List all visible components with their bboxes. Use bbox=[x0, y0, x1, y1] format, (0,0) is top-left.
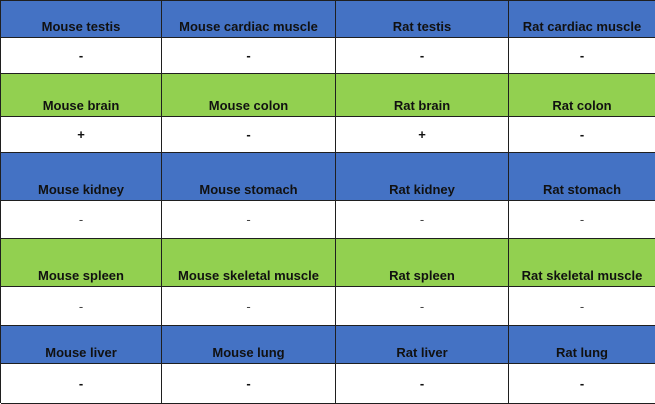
header-cell: Mouse spleen bbox=[1, 239, 162, 287]
value-cell: - bbox=[509, 287, 655, 326]
header-cell: Mouse brain bbox=[1, 74, 162, 117]
value-cell: - bbox=[162, 201, 336, 239]
value-cell: - bbox=[1, 38, 162, 74]
value-cell: - bbox=[509, 38, 655, 74]
header-cell: Rat spleen bbox=[336, 239, 509, 287]
header-cell: Rat testis bbox=[336, 1, 509, 38]
value-cell: + bbox=[1, 117, 162, 153]
value-cell: - bbox=[162, 117, 336, 153]
header-cell: Mouse colon bbox=[162, 74, 336, 117]
header-cell: Rat kidney bbox=[336, 153, 509, 201]
header-cell: Mouse kidney bbox=[1, 153, 162, 201]
header-cell: Rat cardiac muscle bbox=[509, 1, 655, 38]
header-cell: Mouse skeletal muscle bbox=[162, 239, 336, 287]
header-cell: Rat skeletal muscle bbox=[509, 239, 655, 287]
value-cell: - bbox=[509, 364, 655, 404]
header-cell: Mouse cardiac muscle bbox=[162, 1, 336, 38]
value-cell: - bbox=[509, 117, 655, 153]
value-cell: - bbox=[336, 201, 509, 239]
header-cell: Mouse lung bbox=[162, 326, 336, 364]
value-cell: - bbox=[162, 38, 336, 74]
header-cell: Rat liver bbox=[336, 326, 509, 364]
value-cell: - bbox=[162, 364, 336, 404]
header-cell: Mouse stomach bbox=[162, 153, 336, 201]
value-cell: - bbox=[1, 364, 162, 404]
value-cell: + bbox=[336, 117, 509, 153]
header-cell: Mouse liver bbox=[1, 326, 162, 364]
value-cell: - bbox=[162, 287, 336, 326]
value-cell: - bbox=[336, 287, 509, 326]
header-cell: Rat colon bbox=[509, 74, 655, 117]
value-cell: - bbox=[336, 364, 509, 404]
header-cell: Rat lung bbox=[509, 326, 655, 364]
value-cell: - bbox=[1, 201, 162, 239]
header-cell: Mouse testis bbox=[1, 1, 162, 38]
value-cell: - bbox=[509, 201, 655, 239]
value-cell: - bbox=[336, 38, 509, 74]
header-cell: Rat brain bbox=[336, 74, 509, 117]
value-cell: - bbox=[1, 287, 162, 326]
header-cell: Rat stomach bbox=[509, 153, 655, 201]
